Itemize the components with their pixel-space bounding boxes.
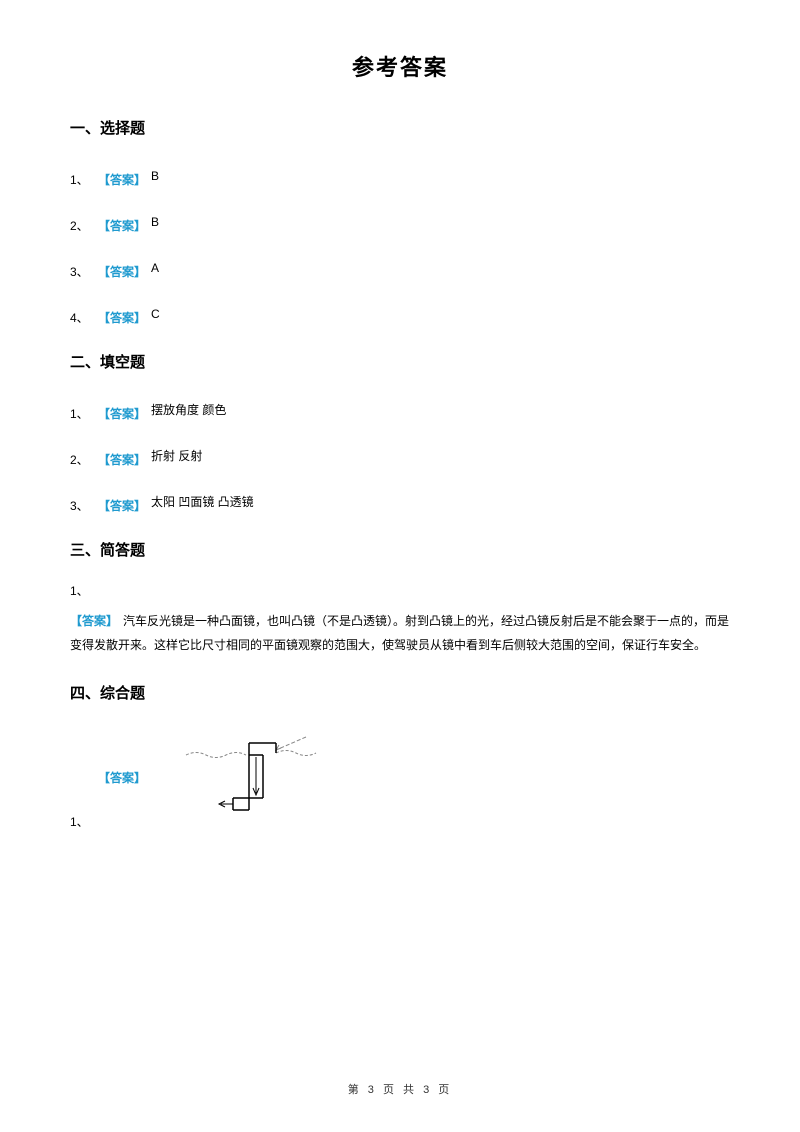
answer-item: 2、 【答案】 B: [70, 206, 730, 234]
answer-item: 1、 【答案】: [70, 725, 730, 830]
item-number: 3、: [70, 263, 90, 280]
answer-value: B: [151, 166, 159, 188]
answer-value: C: [151, 304, 160, 326]
item-number: 4、: [70, 309, 90, 326]
section-2-header: 二、填空题: [70, 351, 730, 372]
answer-item: 4、 【答案】 C: [70, 298, 730, 326]
answer-item: 3、 【答案】 太阳 凹面镜 凸透镜: [70, 486, 730, 514]
item-number: 3、: [70, 497, 90, 514]
answer-label: 【答案】: [98, 769, 146, 786]
answer-item: 3、 【答案】 A: [70, 252, 730, 280]
answer-label: 【答案】: [98, 451, 146, 468]
answer-label: 【答案】: [98, 171, 146, 188]
answer-label: 【答案】: [98, 405, 146, 422]
answer-content: 汽车反光镜是一种凸面镜，也叫凸镜（不是凸透镜）。射到凸镜上的光，经过凸镜反射后是…: [70, 614, 729, 652]
answer-item: 2、 【答案】 折射 反射: [70, 440, 730, 468]
answer-label: 【答案】: [98, 497, 146, 514]
item-number: 2、: [70, 451, 90, 468]
answer-item: 1、 【答案】 摆放角度 颜色: [70, 394, 730, 422]
item-number: 1、: [70, 813, 90, 830]
item-number: 1、: [70, 405, 90, 422]
section-4-header: 四、综合题: [70, 682, 730, 703]
answer-label: 【答案】: [98, 263, 146, 280]
answer-label: 【答案】: [70, 614, 118, 628]
answer-value: A: [151, 258, 159, 280]
section-3-header: 三、简答题: [70, 539, 730, 560]
answer-value: 摆放角度 颜色: [151, 400, 226, 422]
page-footer: 第 3 页 共 3 页: [0, 1081, 800, 1097]
item-number: 1、: [70, 171, 90, 188]
long-answer: 【答案】汽车反光镜是一种凸面镜，也叫凸镜（不是凸透镜）。射到凸镜上的光，经过凸镜…: [70, 609, 730, 657]
diagram-icon: [181, 725, 331, 830]
answer-label: 【答案】: [98, 217, 146, 234]
item-number: 2、: [70, 217, 90, 234]
answer-value: 折射 反射: [151, 446, 202, 468]
page-title: 参考答案: [70, 50, 730, 82]
section-1-header: 一、选择题: [70, 117, 730, 138]
answer-label: 【答案】: [98, 309, 146, 326]
item-number: 1、: [70, 582, 730, 599]
answer-item: 1、 【答案】 B: [70, 160, 730, 188]
answer-value: 太阳 凹面镜 凸透镜: [151, 492, 254, 514]
answer-value: B: [151, 212, 159, 234]
